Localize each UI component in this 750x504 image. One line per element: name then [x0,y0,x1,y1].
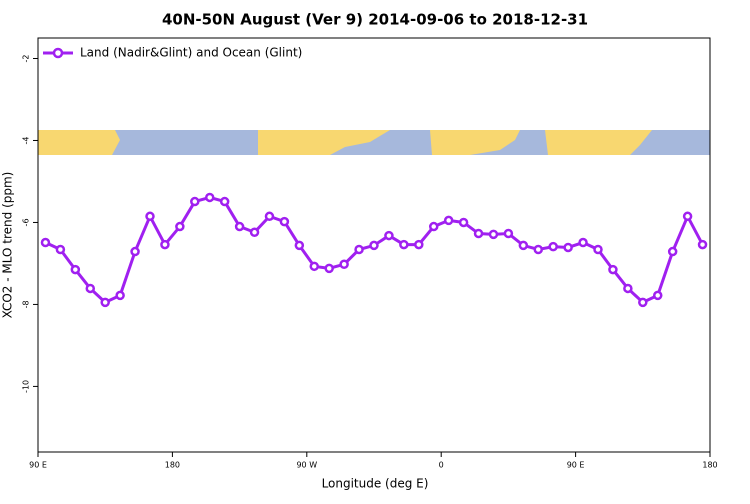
y-tick-label: -10 [22,380,31,393]
point [533,244,544,255]
point [219,196,230,207]
point [309,261,320,272]
point [623,283,633,294]
point [70,264,81,275]
point [488,229,499,240]
y-tick-label: -8 [22,300,31,308]
x-axis-label: Longitude (deg E) [322,477,429,491]
point [100,297,110,308]
point [503,228,514,239]
point [518,240,529,251]
point [204,192,215,203]
x-tick-label: 180 [165,461,180,470]
point [130,246,140,257]
point [324,263,334,274]
x-tick-label: 180 [702,461,717,470]
y-tick-label: -2 [22,55,31,63]
point [414,239,424,250]
point [608,264,618,275]
point [264,211,275,222]
point [563,242,573,253]
legend-label: Land (Nadir&Glint) and Ocean (Glint) [80,46,302,60]
point [578,237,588,248]
point [652,290,663,301]
x-tick-label: 90 E [567,461,585,470]
map-band [38,130,710,155]
x-tick-label: 90 W [296,461,317,470]
point [40,237,51,248]
point [234,221,245,232]
point [145,211,155,222]
point [190,196,200,207]
point [160,239,170,250]
point [593,244,603,255]
y-tick-label: -6 [22,218,31,226]
y-tick-label: -4 [22,136,31,144]
plot-frame [37,37,711,453]
point [458,217,469,228]
x-tick-label: 90 E [29,461,47,470]
point [55,244,66,255]
point [279,216,290,227]
legend-marker [52,47,64,59]
point [428,221,439,232]
point [384,230,394,241]
point [667,246,678,257]
point [399,239,409,250]
chart-title: 40N-50N August (Ver 9) 2014-09-06 to 201… [162,11,588,29]
point [249,227,260,238]
point [369,240,379,251]
point [638,297,648,308]
point [339,259,349,270]
point [115,290,125,301]
point [354,244,364,255]
x-tick-label: 0 [439,461,444,470]
point [443,215,454,226]
point [294,240,305,251]
point [175,221,185,232]
point [473,228,484,239]
point [85,283,96,294]
point [697,239,708,250]
point [548,241,558,252]
point [682,211,693,222]
y-axis-label: XCO2 - MLO trend (ppm) [1,172,15,319]
